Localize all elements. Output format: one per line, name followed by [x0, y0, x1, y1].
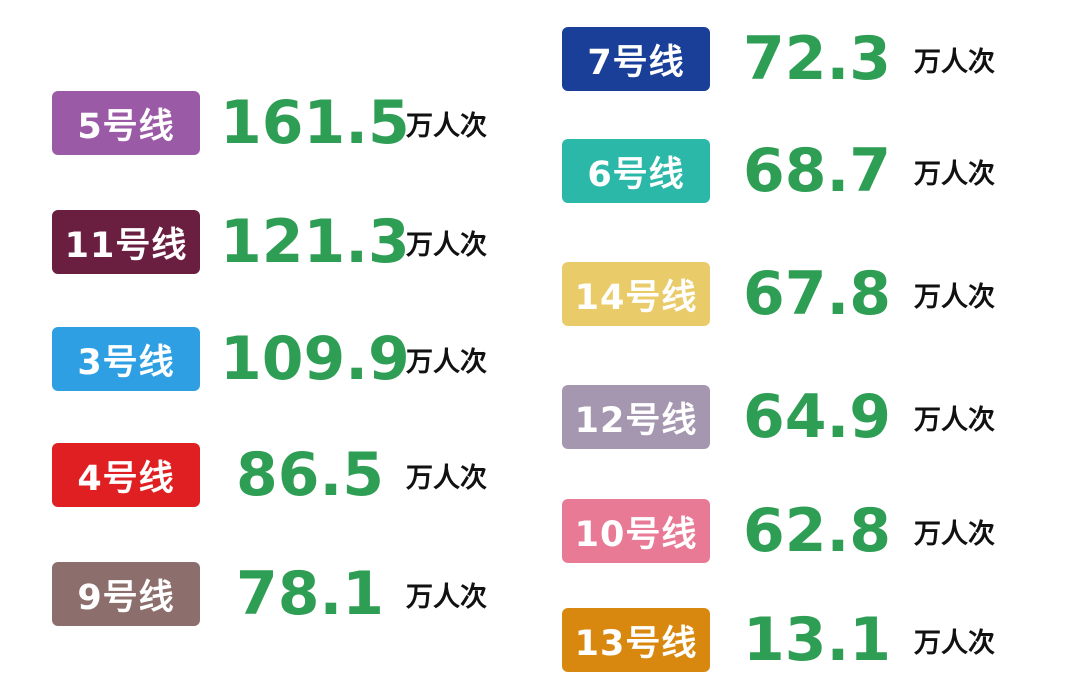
ridership-value: 67.8	[742, 259, 892, 329]
ridership-unit: 万人次	[406, 230, 487, 261]
ridership-value: 161.5	[220, 88, 410, 158]
ridership-unit: 万人次	[914, 282, 995, 313]
line-badge: 10号线	[562, 499, 710, 563]
ridership-unit: 万人次	[914, 628, 995, 659]
ridership-value: 64.9	[742, 382, 892, 452]
line-ridership-row: 6号线 68.7 万人次	[0, 136, 1080, 206]
line-ridership-row: 10号线 62.8 万人次	[0, 496, 1080, 566]
line-ridership-row: 13号线 13.1 万人次	[0, 605, 1080, 675]
ridership-value: 121.3	[220, 207, 410, 277]
ridership-value: 78.1	[235, 559, 385, 629]
ridership-unit: 万人次	[406, 111, 487, 142]
line-badge: 3号线	[52, 327, 200, 391]
line-ridership-row: 9号线 78.1 万人次	[0, 559, 1080, 629]
line-badge: 4号线	[52, 443, 200, 507]
line-ridership-row: 14号线 67.8 万人次	[0, 259, 1080, 329]
ridership-unit: 万人次	[914, 159, 995, 190]
line-ridership-row: 7号线 72.3 万人次	[0, 24, 1080, 94]
ridership-unit: 万人次	[406, 347, 487, 378]
ridership-value: 86.5	[235, 440, 385, 510]
line-badge: 5号线	[52, 91, 200, 155]
line-ridership-row: 5号线 161.5 万人次	[0, 88, 1080, 158]
line-badge: 14号线	[562, 262, 710, 326]
ridership-value: 109.9	[220, 324, 410, 394]
line-ridership-row: 4号线 86.5 万人次	[0, 440, 1080, 510]
line-badge: 6号线	[562, 139, 710, 203]
line-badge: 13号线	[562, 608, 710, 672]
ridership-value: 68.7	[742, 136, 892, 206]
ridership-value: 13.1	[742, 605, 892, 675]
line-badge: 9号线	[52, 562, 200, 626]
line-badge: 12号线	[562, 385, 710, 449]
ridership-value: 62.8	[742, 496, 892, 566]
ridership-unit: 万人次	[914, 405, 995, 436]
ridership-unit: 万人次	[406, 582, 487, 613]
ridership-unit: 万人次	[914, 519, 995, 550]
line-ridership-row: 11号线 121.3 万人次	[0, 207, 1080, 277]
line-badge: 11号线	[52, 210, 200, 274]
line-ridership-row: 12号线 64.9 万人次	[0, 382, 1080, 452]
line-ridership-row: 3号线 109.9 万人次	[0, 324, 1080, 394]
ridership-unit: 万人次	[914, 47, 995, 78]
ridership-value: 72.3	[742, 24, 892, 94]
ridership-unit: 万人次	[406, 463, 487, 494]
line-badge: 7号线	[562, 27, 710, 91]
